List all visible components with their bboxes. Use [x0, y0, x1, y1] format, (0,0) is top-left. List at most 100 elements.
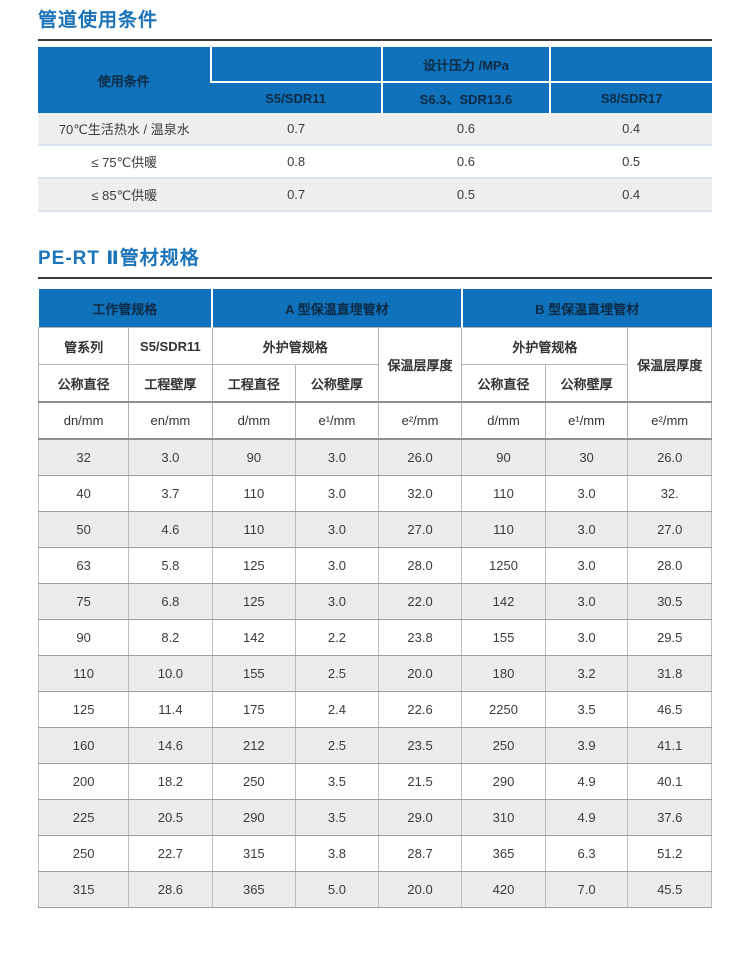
unit-e2-mm-b: e²/mm	[627, 401, 712, 440]
spec-value-cell: 23.8	[377, 619, 463, 656]
spec-value-cell: 10.0	[128, 655, 213, 692]
header-empty-cell	[209, 47, 382, 82]
header-s5-sdr11: S5/SDR11	[210, 81, 382, 113]
spec-value-cell: 11.4	[128, 691, 213, 728]
spec-value-cell: 40.1	[627, 763, 712, 800]
header-insulation-thickness-b: 保温层厚度	[627, 327, 712, 403]
spec-value-cell: 125	[211, 547, 297, 584]
usage-value-cell: 0.6	[456, 121, 475, 136]
spec-value-cell: 90	[461, 438, 546, 476]
usage-conditions-table: 使用条件 设计压力 /MPa S5/SDR11 S6.3、SDR13.6 S8/…	[38, 47, 712, 212]
spec-value-cell: 225	[37, 799, 130, 836]
spec-value-cell: 8.2	[128, 619, 213, 656]
spec-value-cell: 23.5	[377, 727, 463, 764]
section-title-pert2-specs: PE-RT Ⅱ管材规格	[38, 248, 200, 269]
spec-value-cell: 3.0	[544, 583, 629, 620]
spec-value-cell: 3.9	[544, 727, 629, 764]
spec-value-cell: 22.0	[377, 583, 463, 620]
spec-value-cell: 31.8	[627, 655, 712, 692]
spec-value-cell: 26.0	[627, 438, 712, 476]
spec-value-cell: 3.5	[295, 799, 379, 836]
spec-table-body: 32 3.0 90 3.0 26.0 90 30 26.0 40 3.7 110 3.0 32.0 110…	[37, 438, 712, 908]
spec-value-cell: 27.0	[377, 511, 463, 548]
spec-value-cell: 6.3	[544, 835, 629, 872]
spec-value-cell: 290	[461, 763, 546, 800]
spec-value-cell: 51.2	[627, 835, 712, 872]
spec-value-cell: 29.5	[627, 619, 712, 656]
spec-value-cell: 365	[211, 871, 297, 908]
spec-value-cell: 5.8	[128, 547, 213, 584]
spec-value-cell: 20.0	[377, 871, 463, 908]
usage-value-cell: 0.4	[550, 177, 712, 212]
spec-value-cell: 3.0	[295, 511, 379, 548]
unit-en-mm: en/mm	[128, 401, 213, 440]
usage-row-label: 70℃生活热水 / 温泉水	[58, 122, 190, 137]
spec-table-row: 160 14.6 212 2.5 23.5 250 3.9 41.1	[37, 727, 712, 764]
header-type-a-insulated-pipe: A 型保温直埋管材	[211, 289, 462, 328]
spec-table-row: 75 6.8 125 3.0 22.0 142 3.0 30.5	[37, 583, 712, 620]
usage-table-row: 70℃生活热水 / 温泉水 0.7 0.6 0.4	[38, 113, 712, 145]
spec-value-cell: 250	[37, 835, 130, 872]
header-nominal-wall-a: 公称壁厚	[295, 364, 379, 403]
header-nominal-diameter-b: 公称直径	[461, 364, 546, 403]
header-usage-condition: 使用条件	[38, 47, 211, 113]
header-nominal-diameter: 公称直径	[37, 364, 130, 403]
spec-value-cell: 28.0	[377, 547, 463, 584]
spec-value-cell: 3.0	[128, 438, 213, 476]
usage-value-cell: 0.7	[287, 121, 306, 136]
spec-value-cell: 29.0	[377, 799, 463, 836]
header-s63-sdr136: S6.3、SDR13.6	[380, 81, 551, 113]
spec-value-cell: 1250	[461, 547, 546, 584]
spec-value-cell: 90	[211, 438, 297, 476]
spec-value-cell: 315	[37, 871, 130, 908]
spec-value-cell: 32.0	[377, 475, 463, 512]
header-s8-sdr17: S8/SDR17	[549, 81, 712, 113]
unit-e2-mm-a: e²/mm	[377, 401, 463, 440]
spec-value-cell: 250	[461, 727, 546, 764]
spec-value-cell: 46.5	[627, 691, 712, 728]
spec-value-cell: 30.5	[627, 583, 712, 620]
spec-value-cell: 18.2	[128, 763, 213, 800]
usage-value-cell: 0.8	[210, 144, 382, 178]
spec-value-cell: 365	[461, 835, 546, 872]
spec-value-cell: 32	[37, 438, 130, 476]
spec-table-row: 225 20.5 290 3.5 29.0 310 4.9 37.6	[37, 799, 712, 836]
spec-value-cell: 3.5	[544, 691, 629, 728]
spec-value-cell: 3.0	[544, 547, 629, 584]
spec-value-cell: 3.2	[544, 655, 629, 692]
spec-value-cell: 3.0	[295, 547, 379, 584]
spec-value-cell: 30	[544, 438, 629, 476]
spec-value-cell: 212	[211, 727, 297, 764]
usage-value-cell: 0.5	[550, 144, 712, 178]
spec-value-cell: 2250	[461, 691, 546, 728]
spec-value-cell: 7.0	[544, 871, 629, 908]
usage-table-body: 70℃生活热水 / 温泉水 0.7 0.6 0.4 ≤ 75℃供暖 0.8 0.6 0.5 ≤ …	[38, 113, 712, 212]
spec-value-cell: 20.0	[377, 655, 463, 692]
spec-value-cell: 2.4	[295, 691, 379, 728]
spec-table-row: 200 18.2 250 3.5 21.5 290 4.9 40.1	[37, 763, 712, 800]
spec-table-row: 63 5.8 125 3.0 28.0 1250 3.0 28.0	[37, 547, 712, 584]
spec-value-cell: 110	[37, 655, 130, 692]
spec-value-cell: 310	[461, 799, 546, 836]
section-pert2-specs: PE-RT Ⅱ管材规格 工作管规格 A 型保温直埋管材 B 型保温直埋管材 管系…	[37, 246, 712, 908]
spec-table-row: 125 11.4 175 2.4 22.6 2250 3.5 46.5	[37, 691, 712, 728]
spec-value-cell: 21.5	[377, 763, 463, 800]
spec-value-cell: 5.0	[295, 871, 379, 908]
header-nominal-wall-b: 公称壁厚	[544, 364, 629, 403]
spec-table-row: 250 22.7 315 3.8 28.7 365 6.3 51.2	[37, 835, 712, 872]
spec-value-cell: 142	[461, 583, 546, 620]
spec-value-cell: 200	[37, 763, 130, 800]
pert2-spec-table: 工作管规格 A 型保温直埋管材 B 型保温直埋管材 管系列 S5/SDR11 外…	[37, 289, 712, 908]
header-type-b-insulated-pipe: B 型保温直埋管材	[460, 289, 712, 328]
spec-value-cell: 160	[37, 727, 130, 764]
spec-table-row: 40 3.7 110 3.0 32.0 110 3.0 32.	[37, 475, 712, 512]
unit-e1-mm-b: e¹/mm	[544, 401, 629, 440]
header-wall-thickness: 工程壁厚	[128, 364, 213, 403]
spec-value-cell: 4.9	[544, 799, 629, 836]
spec-value-cell: 28.6	[128, 871, 213, 908]
header-outer-casing-spec-a: 外护管规格	[211, 327, 379, 365]
spec-value-cell: 420	[461, 871, 546, 908]
usage-row-label: ≤ 85℃供暖	[38, 177, 211, 212]
section-title-usage-conditions: 管道使用条件	[38, 10, 159, 31]
